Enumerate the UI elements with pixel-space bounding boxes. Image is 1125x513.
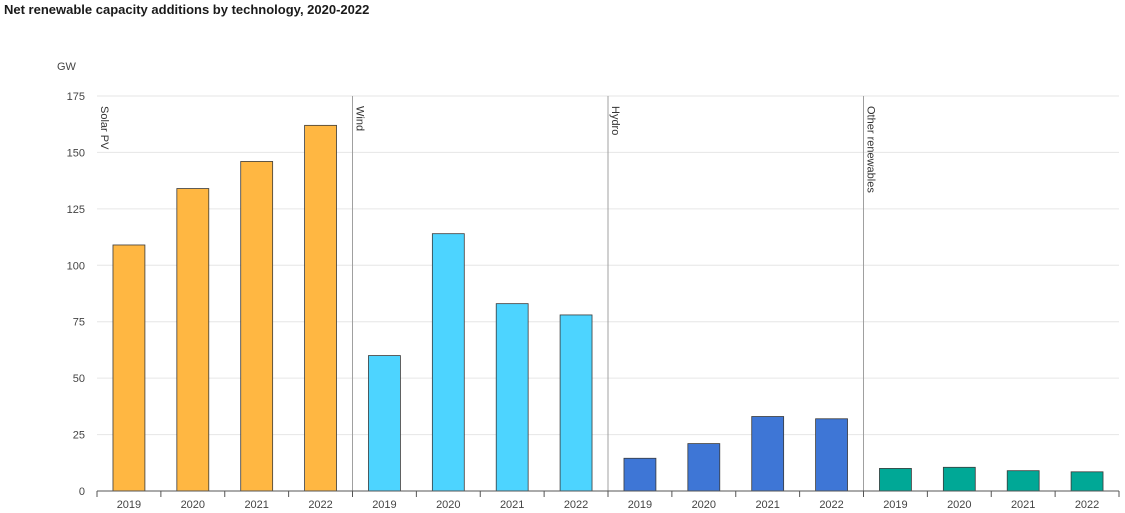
group-label: Solar PV xyxy=(98,106,110,150)
y-tick-label: 75 xyxy=(73,317,85,329)
y-tick-label: 150 xyxy=(67,147,85,159)
bar xyxy=(623,457,657,492)
x-tick-label: 2022 xyxy=(564,499,588,511)
y-tick-label: 25 xyxy=(73,430,85,442)
y-tick-label: 175 xyxy=(67,91,85,103)
bar xyxy=(687,443,721,492)
bar xyxy=(368,355,401,492)
x-tick-label: 2019 xyxy=(628,499,652,511)
x-tick-label: 2022 xyxy=(308,499,332,511)
x-tick-label: 2022 xyxy=(1075,499,1099,511)
x-tick-label: 2020 xyxy=(692,499,716,511)
bar xyxy=(1006,470,1040,492)
group-label: Other renewables xyxy=(865,106,877,193)
bar xyxy=(495,303,529,492)
y-tick-label: 0 xyxy=(79,486,85,498)
x-tick-label: 2019 xyxy=(117,499,141,511)
bar xyxy=(431,233,465,492)
group-label: Hydro xyxy=(609,106,621,135)
bar xyxy=(176,188,210,492)
bar xyxy=(942,466,976,492)
y-tick-label: 50 xyxy=(73,373,85,385)
group-label: Wind xyxy=(354,106,366,131)
x-tick-label: 2019 xyxy=(372,499,396,511)
y-tick-label: 100 xyxy=(67,260,85,272)
bar xyxy=(112,244,146,492)
x-tick-label: 2020 xyxy=(947,499,971,511)
bar xyxy=(1070,471,1104,492)
y-axis-unit: GW xyxy=(57,61,77,73)
x-tick-label: 2020 xyxy=(436,499,460,511)
x-tick-label: 2021 xyxy=(244,499,268,511)
bar xyxy=(751,416,785,492)
chart-title: Net renewable capacity additions by tech… xyxy=(4,2,370,17)
x-tick-label: 2021 xyxy=(500,499,524,511)
bar xyxy=(879,468,912,492)
y-tick-label: 125 xyxy=(67,204,85,216)
bar xyxy=(240,161,274,492)
x-tick-label: 2022 xyxy=(819,499,843,511)
x-tick-label: 2020 xyxy=(181,499,205,511)
bar xyxy=(304,124,337,492)
x-tick-label: 2019 xyxy=(883,499,907,511)
x-tick-label: 2021 xyxy=(1011,499,1035,511)
bar xyxy=(815,418,848,492)
x-tick-label: 2021 xyxy=(755,499,779,511)
bar xyxy=(559,314,593,492)
